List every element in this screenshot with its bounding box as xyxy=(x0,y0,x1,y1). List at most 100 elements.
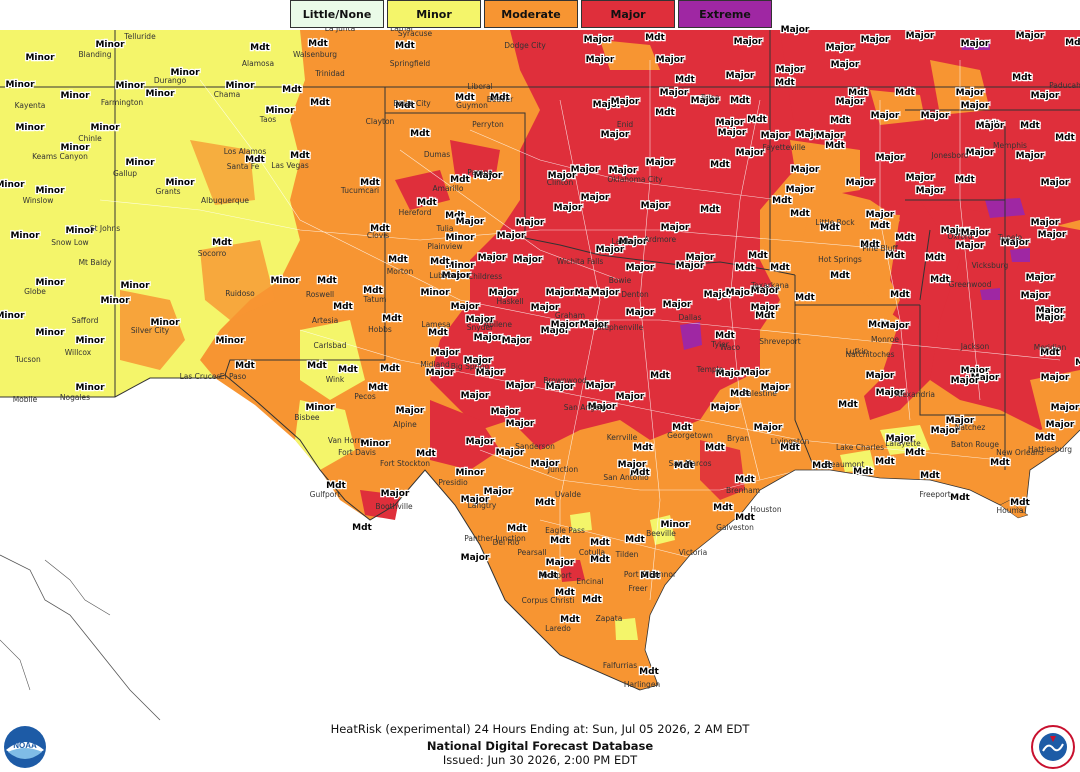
risk-label-major: Major xyxy=(474,171,503,181)
city-label: Lamesa xyxy=(421,320,450,329)
risk-label-major: Major xyxy=(881,321,910,331)
risk-label-major: Major xyxy=(626,263,655,273)
risk-label-major: Major xyxy=(961,101,990,111)
risk-label-moderate: Mdt xyxy=(370,224,390,234)
risk-label-major: Major xyxy=(716,118,745,128)
risk-label-major: Major xyxy=(726,288,755,298)
city-label: Oklahoma City xyxy=(607,175,663,184)
risk-label-moderate: Mdt xyxy=(853,467,873,477)
risk-label-moderate: Mdt xyxy=(338,365,358,375)
risk-label-major: Major xyxy=(588,402,617,412)
risk-label-moderate: Mdt xyxy=(795,293,815,303)
risk-label-major: Major xyxy=(711,403,740,413)
city-label: Brownwood xyxy=(543,376,587,385)
risk-label-moderate: Mdt xyxy=(710,160,730,170)
risk-label-moderate: Mdt xyxy=(650,371,670,381)
risk-label-moderate: Mdt xyxy=(1040,348,1060,358)
risk-label-moderate: Mdt xyxy=(555,588,575,598)
risk-label-moderate: Mdt xyxy=(755,311,775,321)
legend: Little/None Minor Moderate Major Extreme xyxy=(290,0,772,28)
risk-label-moderate: Mdt xyxy=(352,523,372,533)
risk-label-major: Major xyxy=(971,373,1000,383)
risk-label-major: Major xyxy=(761,131,790,141)
city-label: Tilden xyxy=(615,550,639,559)
city-labels: Telluride Blanding Durango Alamosa Walsenbur… xyxy=(13,24,1080,689)
risk-label-moderate: Mdt xyxy=(655,108,675,118)
city-label: Stephenville xyxy=(597,323,644,332)
risk-label-major: Major xyxy=(474,333,503,343)
risk-label-major: Major xyxy=(1041,178,1070,188)
risk-label-major: Major xyxy=(956,88,985,98)
city-label: Bisbee xyxy=(294,413,320,422)
risk-label-major: Major xyxy=(611,97,640,107)
risk-label-minor: Minor xyxy=(100,296,130,306)
risk-label-major: Major xyxy=(786,185,815,195)
risk-label-moderate: Mdt xyxy=(235,361,255,371)
city-label: Freer xyxy=(629,584,649,593)
risk-label-major: Major xyxy=(571,165,600,175)
risk-label-major: Major xyxy=(736,148,765,158)
risk-label-minor: Minor xyxy=(145,89,175,99)
risk-label-moderate: Mdt xyxy=(825,141,845,151)
city-label: Kayenta xyxy=(15,101,46,110)
city-label: Jackson xyxy=(960,342,990,351)
noaa-logo-icon: NOAA xyxy=(4,726,46,768)
city-label: Tulia xyxy=(436,224,454,233)
risk-label-minor: Minor xyxy=(150,318,180,328)
risk-label-major: Major xyxy=(541,326,570,336)
risk-label-moderate: Mdt xyxy=(445,211,465,221)
risk-label-major: Major xyxy=(548,171,577,181)
city-label: Liberal xyxy=(467,82,492,91)
city-label: Albuquerque xyxy=(201,196,249,205)
city-label: Morton xyxy=(387,267,414,276)
risk-label-major: Major xyxy=(502,336,531,346)
city-label: Jonesboro xyxy=(931,151,969,160)
city-label: Telluride xyxy=(123,32,156,41)
risk-label-moderate: Mdt xyxy=(772,196,792,206)
city-label: La Junta xyxy=(325,24,355,33)
risk-label-minor: Minor xyxy=(420,288,450,298)
risk-label-moderate: Mdt xyxy=(930,275,950,285)
city-label: Las Vegas xyxy=(271,161,309,170)
city-label: Ardmore xyxy=(644,235,677,244)
risk-label-moderate: Mdt xyxy=(674,461,694,471)
risk-label-major: Major xyxy=(456,217,485,227)
city-label: Walsenburg xyxy=(293,50,337,59)
risk-label-moderate: Mdt xyxy=(307,361,327,371)
risk-label-major: Major xyxy=(476,368,505,378)
city-label: St Johns xyxy=(90,224,120,233)
risk-label-major: Major xyxy=(546,558,575,568)
risk-label-major: Major xyxy=(1036,306,1065,316)
risk-label-minor: Minor xyxy=(270,276,300,286)
risk-label-major: Major xyxy=(1001,238,1030,248)
risk-label-major: Major xyxy=(1036,313,1065,323)
risk-label-minor: Minor xyxy=(15,123,45,133)
city-label: Bryan xyxy=(727,434,749,443)
city-label: Baton Rouge xyxy=(951,440,999,449)
city-label: Clayton xyxy=(366,117,395,126)
risk-label-moderate: Mdt xyxy=(560,615,580,625)
city-label: Mobile xyxy=(13,395,38,404)
risk-label-major: Major xyxy=(761,383,790,393)
risk-label-major: Major xyxy=(466,315,495,325)
risk-label-major: Major xyxy=(1046,420,1075,430)
risk-label-major: Major xyxy=(754,423,783,433)
risk-label-minor: Minor xyxy=(170,68,200,78)
risk-label-moderate: Mdt xyxy=(980,120,1000,130)
risk-label-moderate: Mdt xyxy=(868,320,888,330)
risk-label-moderate: Mdt xyxy=(212,238,232,248)
risk-label-major: Major xyxy=(478,253,507,263)
city-label: Alexandria xyxy=(895,390,935,399)
risk-label-major: Major xyxy=(646,158,675,168)
risk-label-minor: Minor xyxy=(305,403,335,413)
risk-label-moderate: Mdt xyxy=(713,503,733,513)
legend-major: Major xyxy=(581,0,675,28)
city-label: Port O'Connor xyxy=(624,570,677,579)
risk-label-minor: Minor xyxy=(10,231,40,241)
city-label: Zapata xyxy=(596,614,623,623)
risk-label-moderate: Mdt xyxy=(848,88,868,98)
city-label: Lufkin xyxy=(846,347,869,356)
city-label: Victoria xyxy=(679,548,707,557)
risk-label-major: Major xyxy=(584,35,613,45)
legend-moderate: Moderate xyxy=(484,0,578,28)
